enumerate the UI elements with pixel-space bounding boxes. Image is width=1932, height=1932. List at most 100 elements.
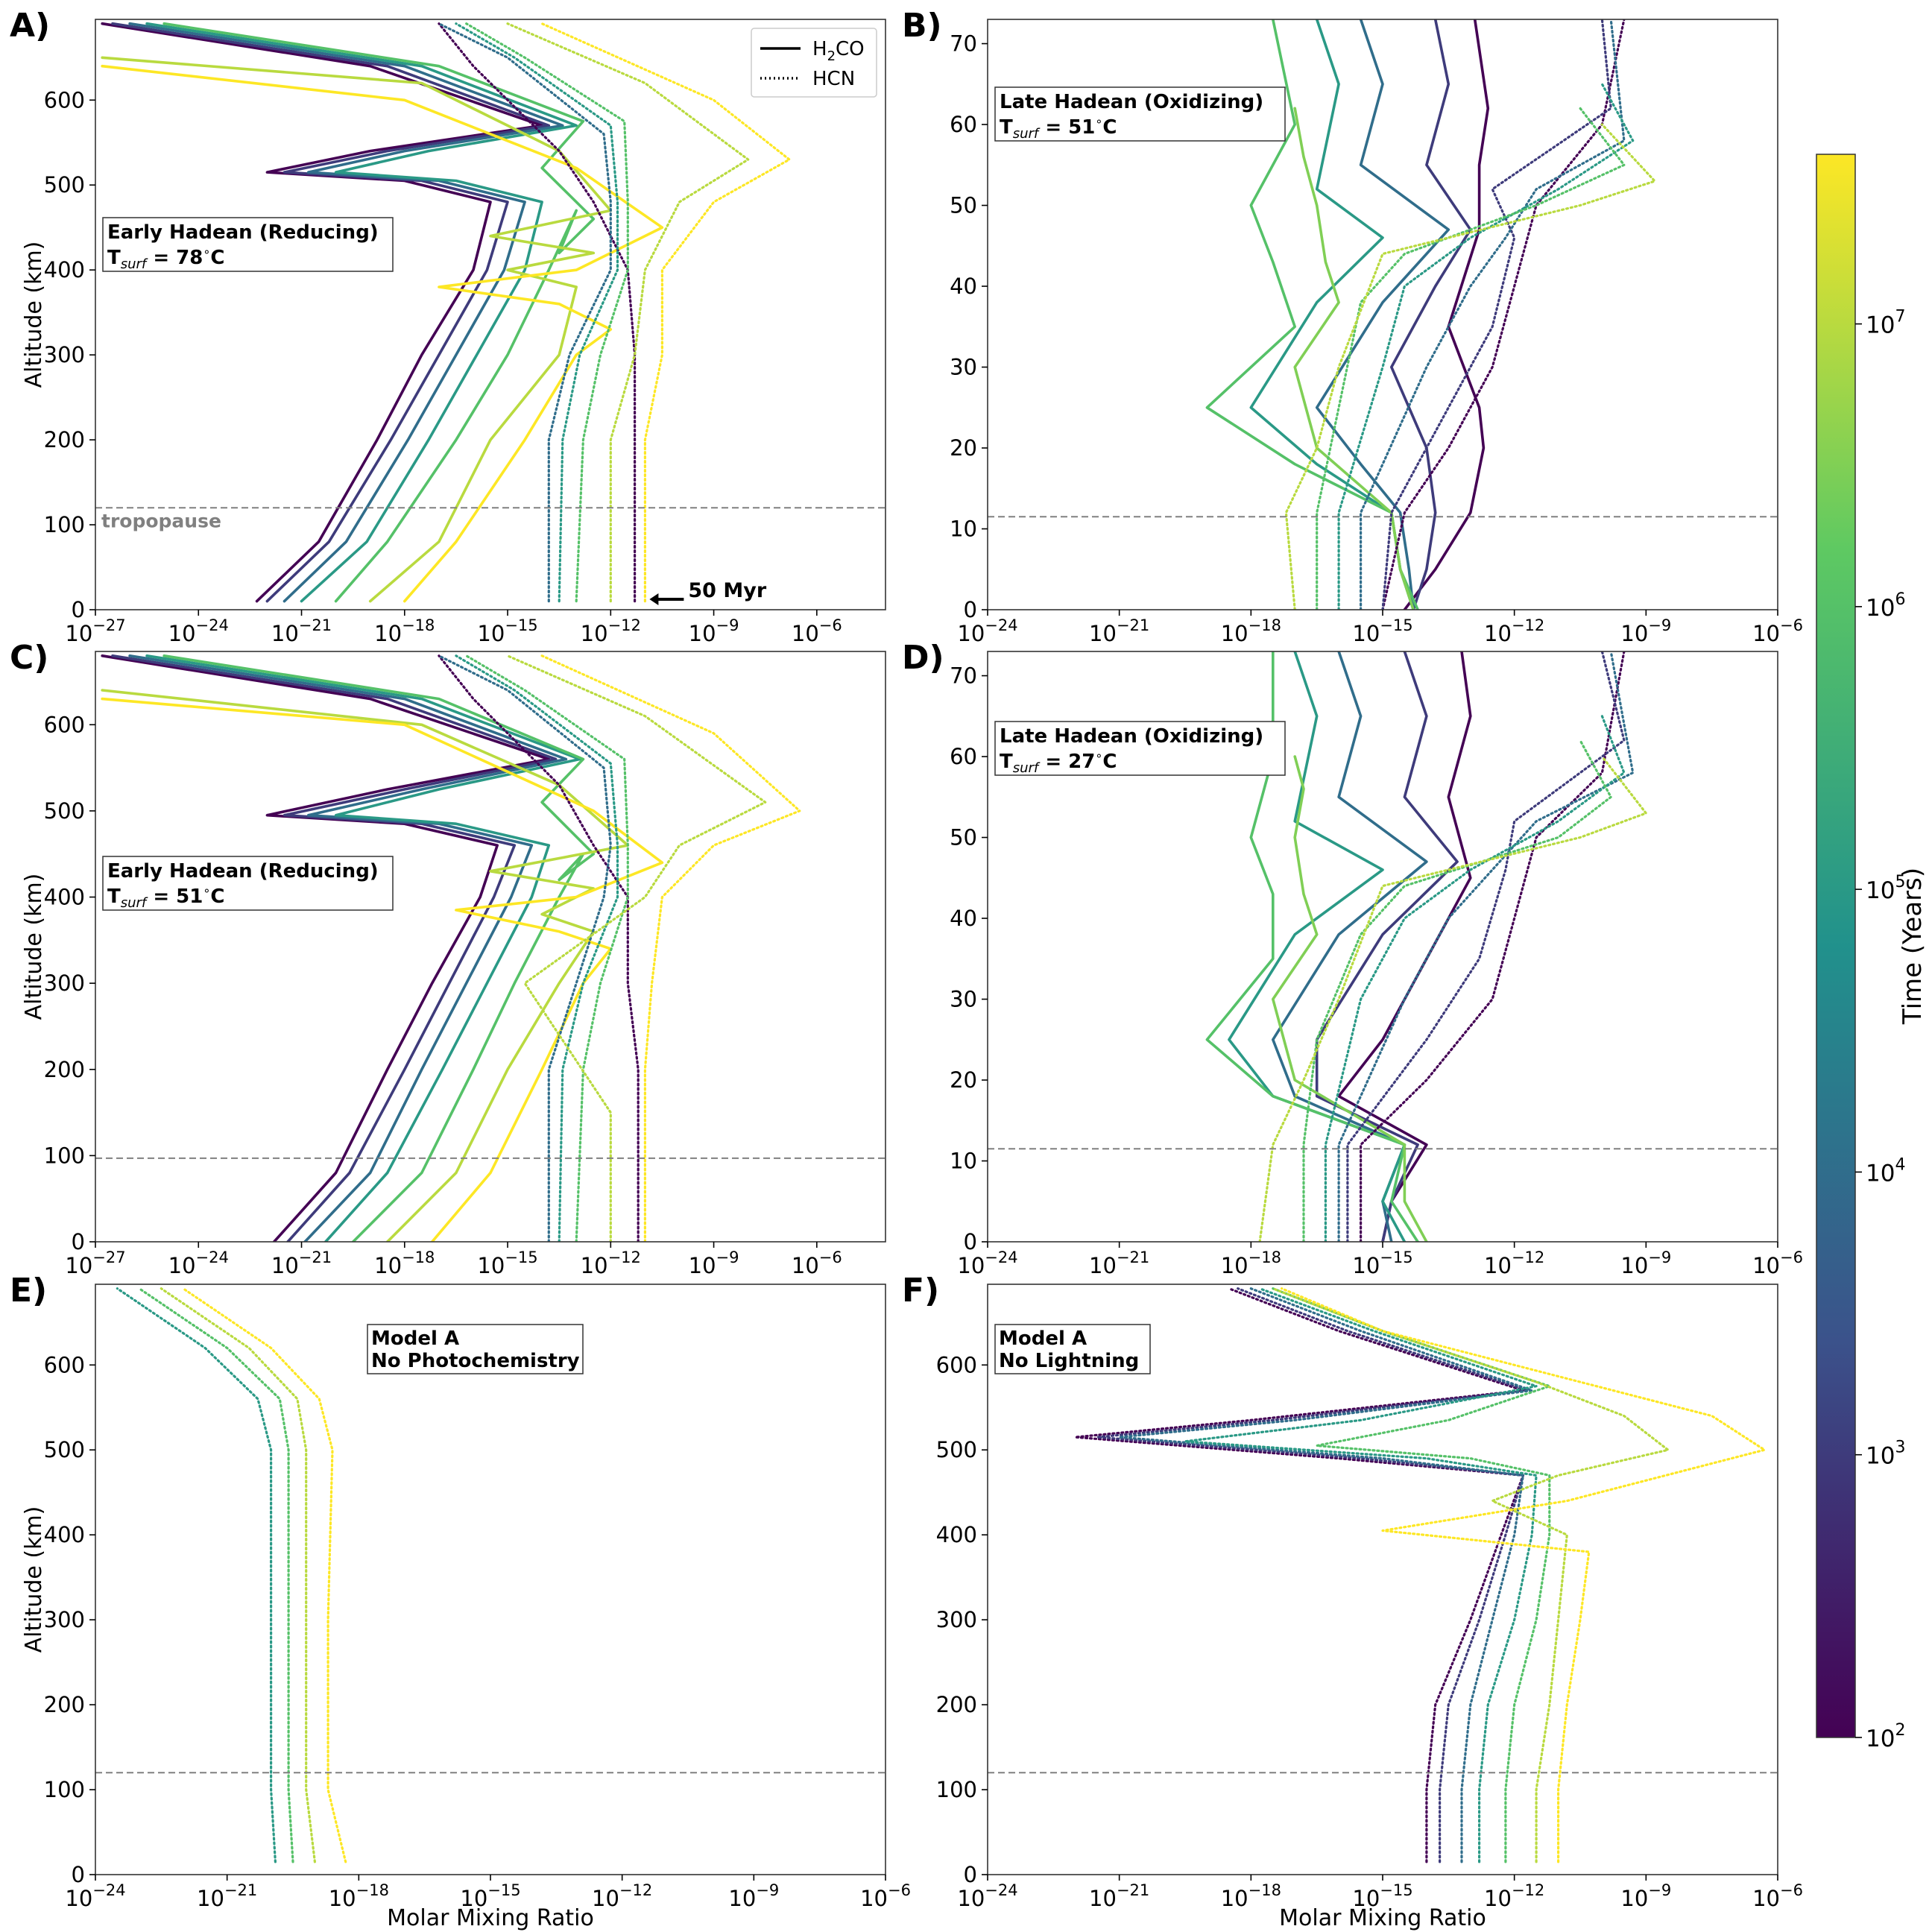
x-tick-base: 10 — [581, 1253, 608, 1278]
series-group — [1205, 651, 1647, 1242]
y-tick-label: 500 — [44, 1437, 85, 1462]
y-tick-label: 0 — [72, 1862, 85, 1887]
colorbar-tick-base: 10 — [1866, 1160, 1895, 1187]
y-tick-label: 300 — [44, 970, 85, 996]
y-tick-label: 300 — [44, 342, 85, 367]
x-tick-label: 10−15 — [477, 616, 537, 646]
x-tick-exp: −12 — [1512, 1881, 1544, 1899]
x-tick-base: 10 — [581, 621, 608, 646]
x-tick-exp: −24 — [985, 1881, 1017, 1899]
annotation-box: Early Hadean (Reducing)Tsurf = 78∘C — [102, 217, 394, 272]
x-tick-exp: −15 — [505, 616, 537, 634]
annotation-line: Model A — [999, 1328, 1087, 1350]
temp-value: = 51 — [1038, 116, 1095, 139]
h2co-line — [101, 697, 664, 1242]
x-tick-label: 10−12 — [581, 1248, 641, 1278]
x-tick-label: 10−12 — [1484, 616, 1544, 646]
y-tick-label: 200 — [44, 1692, 85, 1717]
x-tick-base: 10 — [1221, 1886, 1248, 1911]
x-tick-base: 10 — [168, 1253, 196, 1278]
x-tick-exp: −18 — [1248, 1881, 1281, 1899]
y-tick-label: 0 — [964, 1862, 977, 1887]
annotation-title: Early Hadean (Reducing) — [107, 860, 379, 883]
y-tick-label: 70 — [950, 31, 977, 57]
x-tick-label: 10−27 — [65, 1248, 125, 1278]
x-tick-base: 10 — [168, 621, 196, 646]
temp-unit: C — [1102, 751, 1117, 773]
annotation-temperature: Tsurf = 51∘C — [1000, 114, 1117, 142]
x-tick-base: 10 — [374, 621, 402, 646]
y-tick-label: 10 — [950, 517, 977, 542]
hcn-line — [1272, 1287, 1551, 1863]
axes-frame — [95, 19, 886, 610]
h2co-line — [145, 654, 581, 1242]
hcn-line — [438, 654, 612, 1242]
y-tick-label: 600 — [44, 87, 85, 113]
hcn-line — [1272, 1287, 1670, 1863]
y-tick-label: 100 — [936, 1777, 977, 1802]
x-axis-label: Molar Mixing Ratio — [387, 1905, 594, 1931]
hcn-line — [438, 22, 612, 603]
series-group — [1074, 1287, 1766, 1863]
colorbar-tick-label: 103 — [1866, 1439, 1905, 1470]
x-tick-exp: −12 — [619, 1881, 652, 1899]
hcn-line — [438, 654, 640, 1242]
y-tick-label: 300 — [936, 1607, 977, 1632]
annotation-frame — [994, 86, 1286, 142]
y-tick-label: 600 — [936, 1352, 977, 1377]
x-tick-base: 10 — [1620, 1253, 1648, 1278]
x-tick-label: 10−12 — [1484, 1881, 1544, 1911]
x-tick-exp: −9 — [756, 1881, 779, 1899]
panel-d: 10−24 10−21 10−18 10−15 10−12 10−9 10−60102030… — [902, 639, 1803, 1278]
x-tick-label: 10−9 — [728, 1881, 779, 1911]
colorbar-tick-exp: 4 — [1895, 1155, 1905, 1174]
y-tick-label: 600 — [44, 1352, 85, 1377]
hcn-line — [138, 1287, 294, 1863]
h2co-line — [101, 22, 543, 603]
h2co-line — [128, 654, 568, 1242]
temp-symbol: T — [1000, 116, 1013, 139]
x-tick-base: 10 — [1221, 1253, 1248, 1278]
h2co-line — [162, 22, 596, 603]
temp-value: = 78 — [146, 247, 203, 269]
hcn-line — [1302, 739, 1612, 1242]
y-tick-label: 0 — [964, 1229, 977, 1254]
x-tick-base: 10 — [65, 1886, 92, 1911]
axes-frame — [95, 651, 886, 1243]
x-tick-base: 10 — [1089, 1253, 1117, 1278]
y-tick-label: 60 — [950, 744, 977, 769]
x-tick-label: 10−12 — [581, 616, 641, 646]
hcn-line — [438, 22, 637, 603]
annotation-title: Early Hadean (Reducing) — [107, 221, 379, 244]
h2co-line — [111, 654, 558, 1242]
hcn-line — [465, 654, 629, 1242]
colorbar-tick-exp: 7 — [1895, 308, 1905, 326]
annotation-title: Late Hadean (Oxidizing) — [1000, 725, 1263, 748]
annotation-box: Late Hadean (Oxidizing)Tsurf = 27∘C — [994, 721, 1286, 776]
x-tick-base: 10 — [1352, 1253, 1380, 1278]
arrow-label: 50 Myr — [688, 579, 766, 602]
x-tick-base: 10 — [792, 621, 819, 646]
h2co-line — [1403, 19, 1490, 610]
annotation-line: Model A — [371, 1328, 459, 1350]
x-tick-base: 10 — [1221, 621, 1248, 646]
x-tick-exp: −21 — [299, 616, 332, 634]
arrow-head — [649, 593, 659, 605]
x-tick-label: 10−9 — [689, 616, 739, 646]
annotation-frame — [994, 1324, 1151, 1374]
colorbar-tick-base: 10 — [1866, 595, 1895, 622]
x-tick-exp: −21 — [1117, 616, 1149, 634]
colorbar-tick-exp: 6 — [1895, 590, 1905, 609]
hcn-line — [1346, 651, 1626, 1242]
h2co-line — [101, 56, 613, 603]
x-tick-label: 10−27 — [65, 616, 125, 646]
annotation-line: No Lightning — [999, 1350, 1139, 1372]
x-tick-base: 10 — [1352, 621, 1380, 646]
x-axis-label: Molar Mixing Ratio — [1279, 1905, 1486, 1931]
panel-letter: E) — [10, 1272, 47, 1310]
hcn-line — [1359, 651, 1626, 1242]
hcn-line — [1258, 755, 1647, 1242]
hcn-line — [540, 22, 791, 603]
colorbar-tick-label: 106 — [1866, 590, 1905, 622]
x-tick-label: 10−12 — [592, 1881, 652, 1911]
